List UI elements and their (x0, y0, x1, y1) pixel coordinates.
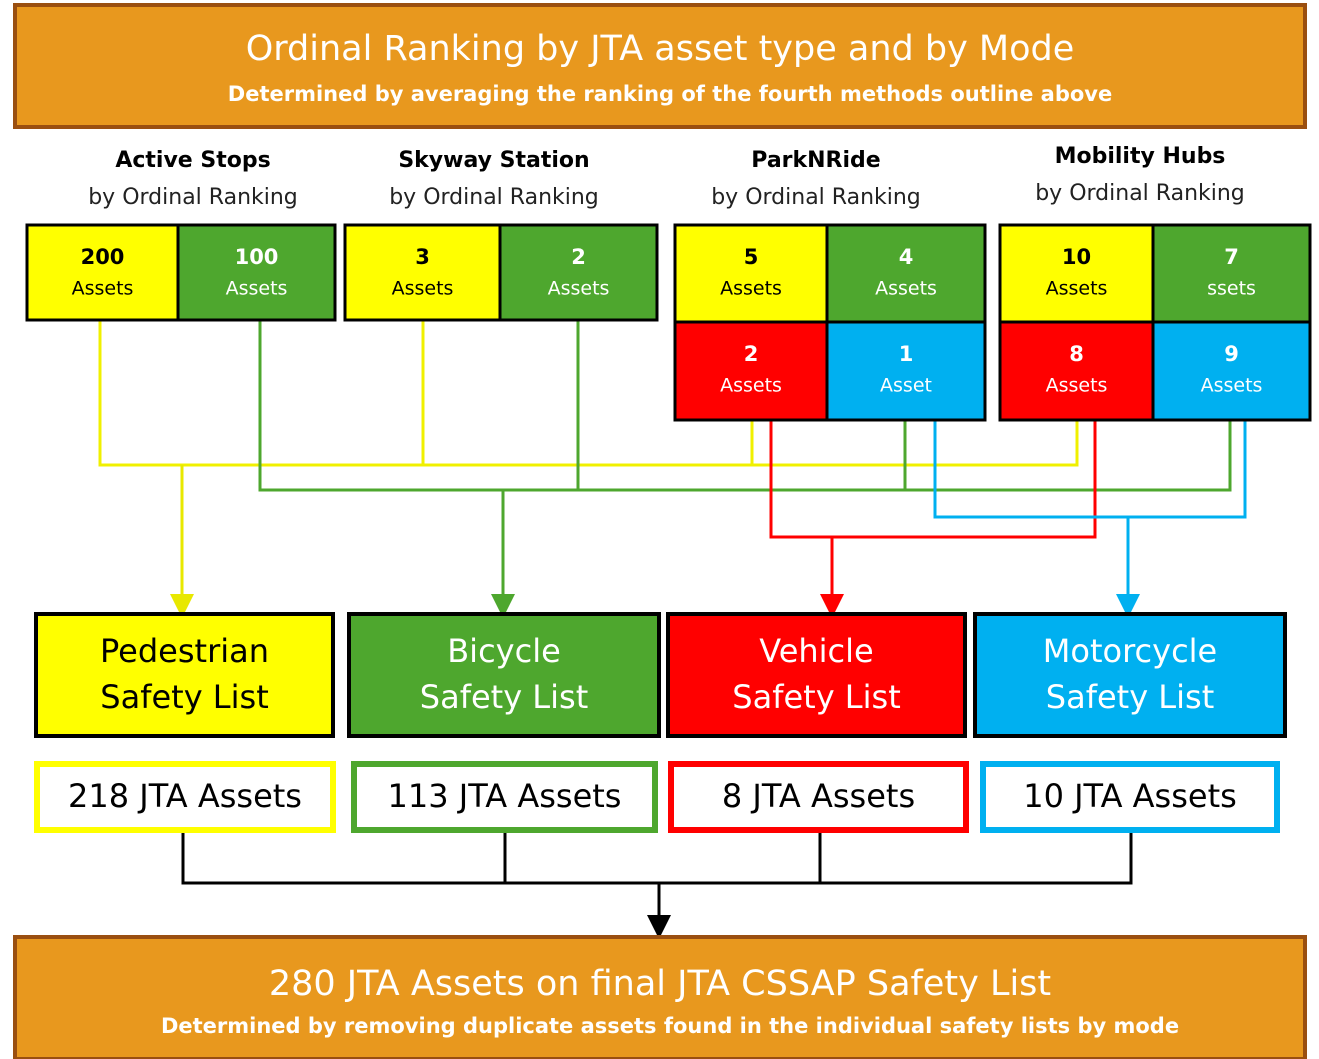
safety-list-label: Vehicle (759, 632, 873, 670)
asset-unit: Assets (720, 278, 782, 300)
asset-cell (1151, 223, 1312, 324)
group-subtitle: by Ordinal Ranking (88, 185, 298, 210)
asset-cell (673, 223, 829, 324)
asset-count: 100 (235, 245, 279, 269)
asset-unit: Assets (548, 278, 610, 300)
safety-list-box (666, 612, 967, 738)
count-box (34, 761, 336, 833)
group-title: ParkNRide (751, 148, 880, 173)
asset-cell (343, 223, 502, 322)
group-title: Active Stops (115, 148, 270, 173)
asset-count: 8 (1069, 342, 1084, 366)
group-subtitle: by Ordinal Ranking (1035, 181, 1245, 206)
count-label: 8 JTA Assets (722, 777, 915, 815)
asset-unit: Asset (880, 375, 932, 397)
safety-list-box (973, 612, 1287, 738)
asset-unit: ssets (1207, 278, 1256, 300)
asset-cell (998, 320, 1155, 422)
footer-subtitle: Determined by removing duplicate assets … (161, 1014, 1179, 1038)
header-title: Ordinal Ranking by JTA asset type and by… (246, 29, 1075, 69)
asset-count: 4 (899, 245, 914, 269)
asset-count: 200 (81, 245, 125, 269)
asset-count: 9 (1224, 342, 1239, 366)
safety-list-label: Safety List (100, 678, 268, 716)
count-label: 218 JTA Assets (68, 777, 302, 815)
count-box (668, 761, 969, 833)
header-subtitle: Determined by averaging the ranking of t… (228, 82, 1112, 106)
asset-unit: Assets (392, 278, 454, 300)
group-subtitle: by Ordinal Ranking (389, 185, 599, 210)
asset-count: 5 (744, 245, 759, 269)
asset-cell (176, 223, 337, 322)
yellow-connector (98, 320, 1079, 467)
asset-cell (825, 223, 987, 324)
group-title: Skyway Station (398, 148, 589, 173)
connectors (98, 320, 1247, 939)
group-subtitle: by Ordinal Ranking (711, 185, 921, 210)
asset-cell (673, 320, 829, 422)
asset-unit: Assets (72, 278, 134, 300)
asset-cell (825, 320, 987, 422)
count-label: 113 JTA Assets (388, 777, 622, 815)
blue-connector (933, 420, 1247, 519)
asset-count: 3 (415, 245, 430, 269)
safety-list-label: Bicycle (447, 632, 561, 670)
footer-title: 280 JTA Assets on final JTA CSSAP Safety… (269, 964, 1051, 1004)
safety-list-label: Safety List (732, 678, 900, 716)
safety-list-label: Pedestrian (100, 632, 269, 670)
safety-list-label: Safety List (420, 678, 588, 716)
black-connector (181, 830, 1133, 885)
green-connector (258, 320, 1232, 492)
asset-unit: Assets (1046, 278, 1108, 300)
asset-count: 7 (1224, 245, 1239, 269)
count-box (980, 761, 1280, 833)
asset-unit: Assets (1046, 375, 1108, 397)
red-connector (769, 420, 1097, 539)
asset-count: 10 (1062, 245, 1091, 269)
asset-unit: Assets (875, 278, 937, 300)
asset-count: 2 (571, 245, 586, 269)
asset-cell (1151, 320, 1312, 422)
header-box (13, 3, 1307, 129)
asset-unit: Assets (226, 278, 288, 300)
asset-cell (25, 223, 180, 322)
footer-box (13, 935, 1307, 1059)
safety-list-label: Motorcycle (1043, 632, 1217, 670)
count-label: 10 JTA Assets (1023, 777, 1237, 815)
asset-unit: Assets (1201, 375, 1263, 397)
asset-cell (998, 223, 1155, 324)
count-box (351, 761, 658, 833)
asset-cell (498, 223, 659, 322)
asset-count: 2 (744, 342, 759, 366)
asset-unit: Assets (720, 375, 782, 397)
safety-list-box (347, 612, 661, 738)
asset-count: 1 (899, 342, 914, 366)
safety-list-box (34, 612, 335, 738)
safety-list-label: Safety List (1046, 678, 1214, 716)
group-title: Mobility Hubs (1055, 144, 1226, 169)
